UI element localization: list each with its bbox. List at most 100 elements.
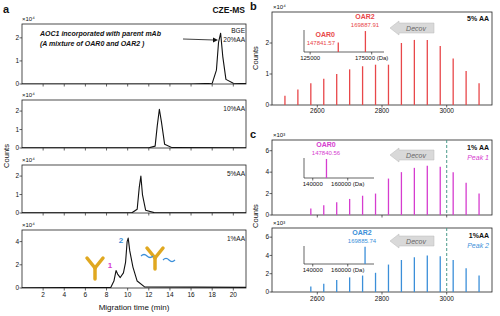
annotation: Decov <box>406 25 426 32</box>
x-tick <box>43 213 44 216</box>
plot-area <box>22 176 246 213</box>
y-tick-label: 1 <box>15 191 19 198</box>
annotation: 1%AA <box>469 232 489 239</box>
plot-frame <box>272 228 492 292</box>
spectrum-peak <box>362 196 363 215</box>
x-tick <box>85 148 86 151</box>
x-tick <box>127 84 128 87</box>
annotation: 1% AA <box>467 144 489 151</box>
spectrum-peak <box>284 96 285 105</box>
annotation: 147840.56 <box>312 150 341 156</box>
x-tick-label: 3000 <box>439 295 454 302</box>
spectrum-peak <box>323 284 324 292</box>
annotation: AOC1 incorporated with parent mAb <box>39 30 162 38</box>
y-tick-label: 4 <box>15 238 19 245</box>
x-tick <box>191 148 192 151</box>
y-tick <box>20 241 23 242</box>
annotation: Peak 2 <box>467 242 489 249</box>
annotation: OAR2 <box>352 229 372 236</box>
figure: 012AOC1 incorporated with parent mAb(A m… <box>0 0 500 316</box>
decov-arrow <box>390 234 434 248</box>
x-tick-label: 140000 <box>303 181 324 187</box>
y-multiplier: ×10³ <box>273 220 285 226</box>
x-tick-label: 18 <box>209 291 217 298</box>
y-axis <box>304 30 305 52</box>
spectrum-peak <box>388 65 389 105</box>
x-tick <box>85 213 86 216</box>
annotation: (A mixture of OAR0 and OAR2 ) <box>40 40 145 48</box>
plot-area <box>22 238 246 288</box>
decov-arrow <box>390 21 434 35</box>
spectrum-peak <box>326 159 327 178</box>
spectrum-peak <box>478 194 479 215</box>
x-tick <box>148 148 149 151</box>
spectrum-peak <box>310 209 311 215</box>
payload-icon <box>163 259 175 262</box>
annotation: Decov <box>406 152 426 159</box>
x-axis <box>304 178 374 179</box>
x-tick-label: 8 <box>105 291 109 298</box>
spectrum-peak <box>323 79 324 105</box>
y-multiplier: ×10⁴ <box>22 16 35 22</box>
spectrum-peak <box>401 172 402 215</box>
y-tick-label: 0 <box>15 80 19 87</box>
annotation: 5% AA <box>467 15 489 22</box>
annotation: 20%AA <box>223 36 245 43</box>
spectrum-peak <box>414 168 415 215</box>
plot-area <box>326 159 327 178</box>
spectrum-peak <box>401 260 402 292</box>
x-tick <box>169 148 170 151</box>
y-tick-label: 1 <box>265 70 269 77</box>
y-tick-label: 1 <box>15 57 19 64</box>
trace <box>22 176 246 213</box>
y-axis <box>304 158 305 178</box>
decov-arrow <box>390 148 434 162</box>
x-tick-label: 3000 <box>439 107 454 114</box>
y-axis-label: Counts <box>251 204 260 228</box>
y-tick-label: 2 <box>265 270 269 277</box>
spectrum-peak <box>414 40 415 105</box>
spectrum-peak <box>338 43 339 52</box>
y-tick <box>20 264 23 265</box>
spectrum-peak <box>453 59 454 106</box>
y-multiplier: ×10³ <box>273 132 285 138</box>
plot-area <box>22 109 246 148</box>
annotation: 147841.57 <box>307 40 336 46</box>
y-tick <box>270 74 273 75</box>
y-tick-label: 4 <box>265 168 269 175</box>
x-axis-label: Migration time (min) <box>99 303 170 312</box>
y-tick <box>270 255 273 256</box>
y-tick <box>270 43 273 44</box>
x-tick <box>64 84 65 87</box>
x-tick-label: 175000 (Da) <box>355 55 388 61</box>
spectrum-peak <box>401 43 402 105</box>
plot-frame <box>22 100 246 148</box>
y-tick-label: 2 <box>265 190 269 197</box>
x-tick <box>64 213 65 216</box>
x-tick-label: 2800 <box>375 295 390 302</box>
plot-frame <box>272 12 492 105</box>
annotation: OAR0 <box>316 141 336 148</box>
x-tick <box>191 213 192 216</box>
y-tick-label: 6 <box>265 147 269 154</box>
y-tick <box>270 292 273 293</box>
x-tick-label: 12 <box>145 291 153 298</box>
spectrum-peak <box>336 202 337 215</box>
y-tick <box>20 194 23 195</box>
spectrum-peak <box>297 90 298 106</box>
spectrum-peak <box>440 167 441 215</box>
plot-frame <box>22 165 246 213</box>
reference-line <box>446 228 447 292</box>
plot-frame <box>22 230 246 288</box>
x-tick <box>212 84 213 87</box>
y-tick <box>270 273 273 274</box>
y-tick-label: 4 <box>265 252 269 259</box>
y-tick <box>270 215 273 216</box>
x-tick-label: 14 <box>166 291 174 298</box>
y-tick <box>20 84 23 85</box>
spectrum-peak <box>427 40 428 105</box>
annotation: 1%AA <box>227 235 246 242</box>
annotation: BGE <box>231 27 245 34</box>
y-tick <box>20 129 23 130</box>
spectrum-peak <box>310 83 311 105</box>
